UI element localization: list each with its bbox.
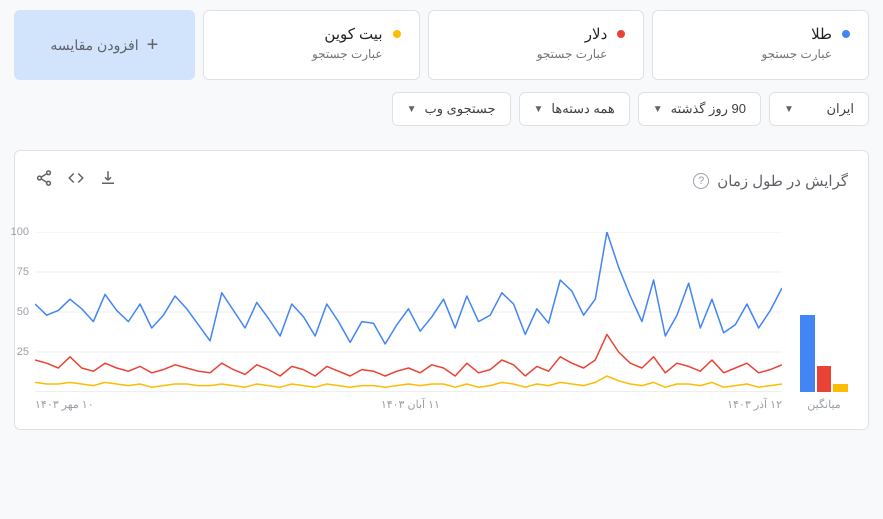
filter-category[interactable]: همه دسته‌ها ▼ [519,92,630,126]
term-label-0: طلا [811,25,832,43]
embed-icon[interactable] [67,169,85,192]
chart-title: گرایش در طول زمان [717,172,848,190]
chevron-down-icon: ▼ [407,104,417,115]
add-compare-label: افزودن مقایسه [50,37,138,54]
chart-header: گرایش در طول زمان ? [35,169,848,192]
averages-column: میانگین [800,232,848,411]
x-axis-labels: ۱۰ مهر ۱۴۰۳ ۱۱ آبان ۱۴۰۳ ۱۲ آذر ۱۴۰۳ [35,398,782,411]
chart-body: میانگین 255075100 ۱۰ مهر ۱۴۰۳ ۱۱ آبان ۱۴… [35,232,848,411]
y-tick-label: 75 [17,266,29,278]
help-icon[interactable]: ? [693,173,709,189]
filter-timerange-label: 90 روز گذشته [671,101,746,117]
y-tick-label: 25 [17,346,29,358]
chart-main: 255075100 ۱۰ مهر ۱۴۰۳ ۱۱ آبان ۱۴۰۳ ۱۲ آذ… [35,232,782,411]
filter-region[interactable]: ایران ▼ [769,92,869,126]
plus-icon: + [147,34,159,57]
y-tick-label: 100 [11,226,29,238]
chevron-down-icon: ▼ [534,104,544,115]
avg-bar [800,315,815,392]
term-dot-1 [617,30,625,38]
term-sublabel-1: عبارت جستجو [447,47,608,61]
x-label-2: ۱۲ آذر ۱۴۰۳ [727,398,782,411]
x-label-0: ۱۰ مهر ۱۴۰۳ [35,398,94,411]
term-dot-2 [393,30,401,38]
term-dot-0 [842,30,850,38]
avg-bar [817,366,832,392]
averages-label: میانگین [807,398,840,411]
avg-bar [833,384,848,392]
chevron-down-icon: ▼ [784,104,794,115]
filter-category-label: همه دسته‌ها [551,101,614,117]
add-compare-button[interactable]: + افزودن مقایسه [14,10,195,80]
filter-timerange[interactable]: 90 روز گذشته ▼ [638,92,761,126]
averages-bars [800,232,848,392]
search-terms-row: طلا عبارت جستجو دلار عبارت جستجو بیت کوی… [14,10,869,80]
term-sublabel-2: عبارت جستجو [222,47,383,61]
chevron-down-icon: ▼ [653,104,663,115]
term-label-1: دلار [585,25,607,43]
filters-row: ایران ▼ 90 روز گذشته ▼ همه دسته‌ها ▼ جست… [14,92,869,126]
term-card-0[interactable]: طلا عبارت جستجو [652,10,869,80]
download-icon[interactable] [99,169,117,192]
chart-svg-wrap: 255075100 [35,232,782,392]
share-icon[interactable] [35,169,53,192]
term-card-2[interactable]: بیت کوین عبارت جستجو [203,10,420,80]
term-label-2: بیت کوین [324,25,382,43]
filter-searchtype[interactable]: جستجوی وب ▼ [392,92,511,126]
chart-panel: گرایش در طول زمان ? میانگین [14,150,869,430]
filter-region-label: ایران [826,101,854,117]
filter-searchtype-label: جستجوی وب [425,101,496,117]
term-card-1[interactable]: دلار عبارت جستجو [428,10,645,80]
chart-actions [35,169,117,192]
y-tick-label: 50 [17,306,29,318]
x-label-1: ۱۱ آبان ۱۴۰۳ [381,398,440,411]
term-sublabel-0: عبارت جستجو [671,47,832,61]
